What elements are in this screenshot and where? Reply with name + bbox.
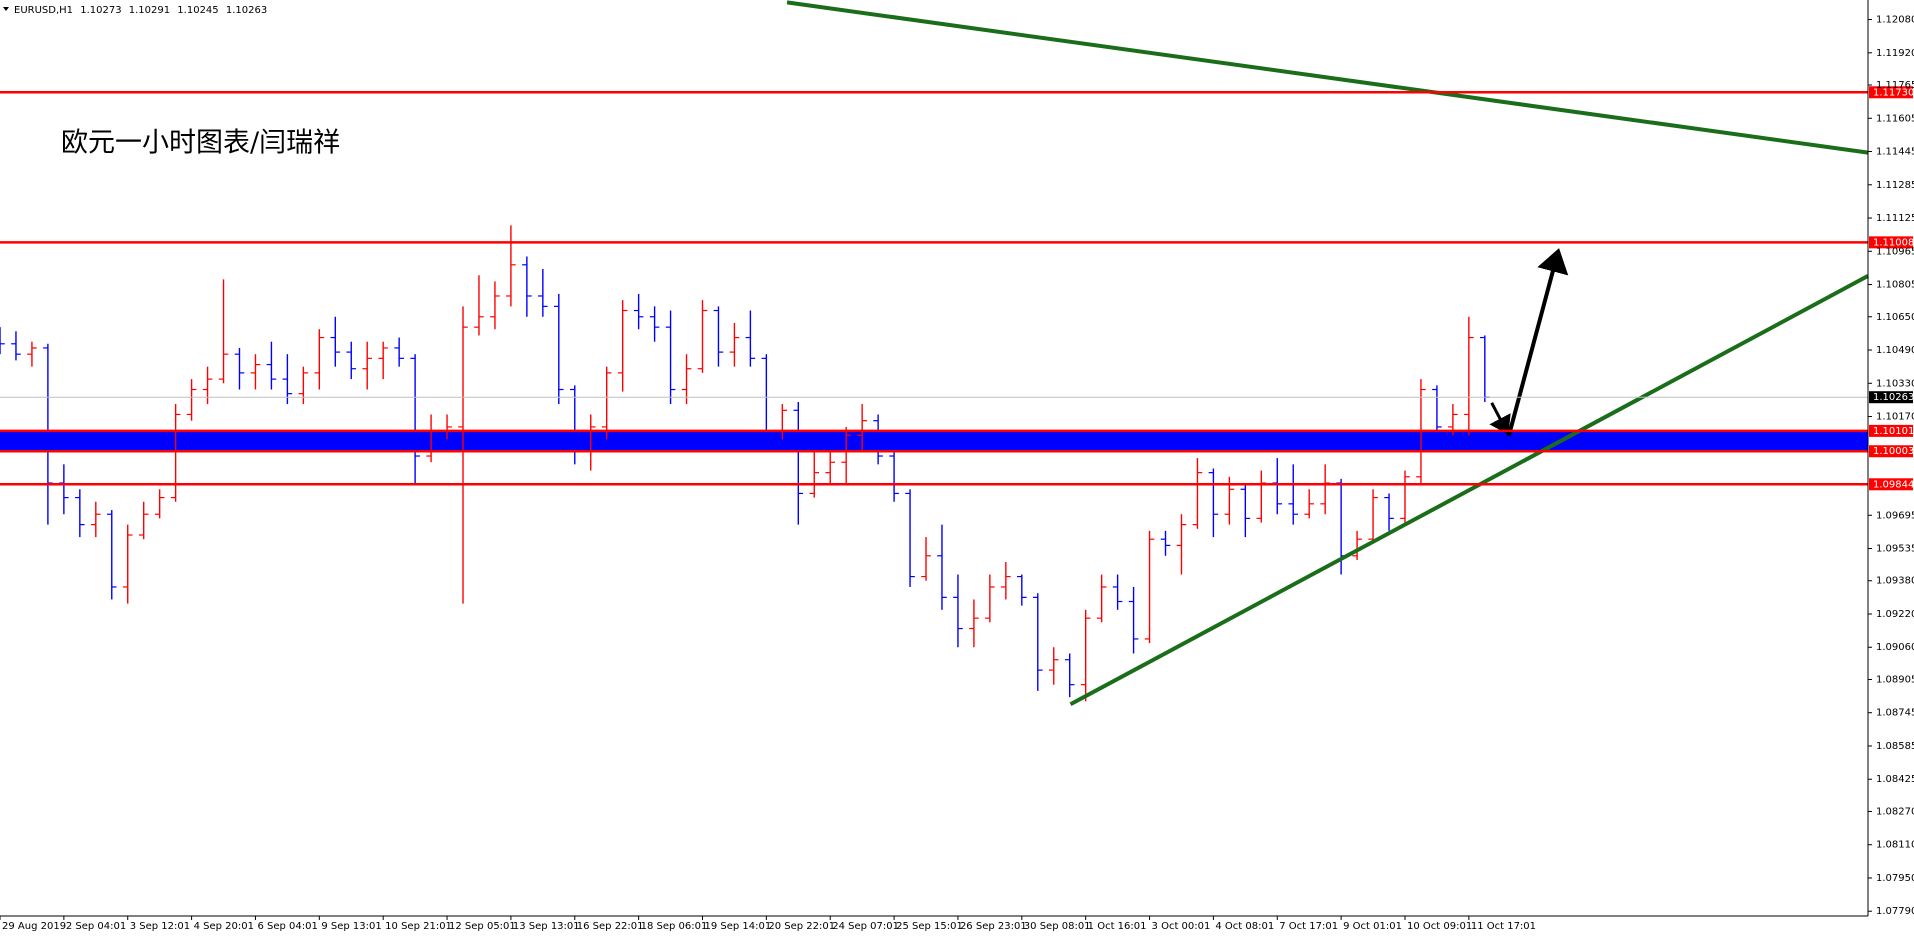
annotation: 欧元一小时图表/闫瑞祥 — [61, 128, 340, 159]
y-tick-label: 1.11285 — [1876, 180, 1914, 191]
y-tick-label: 1.07950 — [1876, 873, 1914, 884]
y-tick-label: 1.09060 — [1876, 642, 1914, 653]
x-tick-label: 4 Oct 08:01 — [1215, 921, 1274, 932]
level-label: 1.09844 — [1873, 479, 1914, 490]
x-tick-label: 7 Oct 17:01 — [1279, 921, 1338, 932]
y-tick-label: 1.10805 — [1876, 280, 1914, 291]
x-tick-label: 16 Sep 22:01 — [577, 921, 644, 932]
arrow — [1489, 402, 1511, 435]
support-zone — [0, 430, 1868, 452]
x-tick-label: 25 Sep 15:01 — [896, 921, 963, 932]
y-tick-label: 1.11920 — [1876, 48, 1914, 59]
x-tick-label: 9 Oct 01:01 — [1343, 921, 1402, 932]
x-tick-label: 10 Sep 21:01 — [385, 921, 452, 932]
level-label: 1.11008 — [1873, 237, 1914, 248]
level-label-bg — [1869, 236, 1913, 249]
x-tick-label: 12 Sep 05:01 — [449, 921, 516, 932]
x-tick-label: 18 Sep 06:01 — [641, 921, 708, 932]
y-tick-label: 1.12080 — [1876, 15, 1914, 26]
y-tick-label: 1.09535 — [1876, 544, 1914, 555]
price-label-bg — [1869, 391, 1913, 404]
symbol: EURUSD,H1 — [14, 5, 73, 16]
x-tick-label: 11 Oct 17:01 — [1471, 921, 1536, 932]
quote-open: 1.10273 — [80, 5, 121, 16]
quote-close: 1.10263 — [226, 5, 267, 16]
x-tick-label: 3 Sep 12:01 — [130, 921, 190, 932]
level-label: 1.11730 — [1873, 87, 1914, 98]
level-label: 1.10003 — [1873, 446, 1914, 457]
header: EURUSD,H1 1.10273 1.10291 1.10245 1.1026… — [14, 5, 267, 16]
y-tick-label: 1.07790 — [1876, 906, 1914, 917]
y-tick-label: 1.09695 — [1876, 510, 1914, 521]
y-tick-label: 1.09380 — [1876, 576, 1914, 587]
x-tick-label: 1 Oct 16:01 — [1088, 921, 1147, 932]
y-tick-label: 1.11445 — [1876, 147, 1914, 158]
x-tick-label: 29 Aug 2019 — [2, 921, 66, 932]
y-tick-label: 1.08745 — [1876, 708, 1914, 719]
y-tick-label: 1.11125 — [1876, 213, 1914, 224]
x-tick-label: 20 Sep 22:01 — [768, 921, 835, 932]
price-label: 1.10263 — [1873, 392, 1914, 403]
overlay-layer: 1.10263 1.11730 1.11008 1.10101 1.10003 1.098… — [0, 86, 1914, 491]
level-label-bg — [1869, 445, 1913, 458]
y-tick-label: 1.08905 — [1876, 674, 1914, 685]
y-tick-label: 1.10650 — [1876, 312, 1914, 323]
x-tick-label: 13 Sep 13:01 — [513, 921, 580, 932]
menu-icon — [3, 7, 9, 11]
y-tick-label: 1.08425 — [1876, 774, 1914, 785]
y-tick-label: 1.10330 — [1876, 378, 1914, 389]
trend-line — [1069, 274, 1869, 707]
y-tick-label: 1.10965 — [1876, 246, 1914, 257]
y-tick-label: 1.08110 — [1876, 840, 1914, 851]
x-tick-label: 4 Sep 20:01 — [194, 921, 254, 932]
x-tick-label: 10 Oct 09:01 — [1407, 921, 1472, 932]
x-tick-label: 19 Sep 14:01 — [704, 921, 771, 932]
y-tick-label: 1.08270 — [1876, 806, 1914, 817]
bars-layer — [0, 225, 1490, 702]
x-tick-label: 26 Sep 23:01 — [960, 921, 1027, 932]
x-tick-label: 30 Sep 08:01 — [1024, 921, 1091, 932]
level-label-bg — [1869, 424, 1913, 437]
x-tick-label: 24 Sep 07:01 — [832, 921, 899, 932]
y-tick-label: 1.10170 — [1876, 412, 1914, 423]
trend-line — [786, 0, 1869, 155]
arrow — [1506, 248, 1569, 437]
x-tick-label: 2 Sep 04:01 — [66, 921, 126, 932]
zone-layer — [0, 430, 1868, 452]
y-tick-label: 1.11765 — [1876, 80, 1914, 91]
y-tick-label: 1.09220 — [1876, 609, 1914, 620]
level-label-bg — [1869, 86, 1913, 99]
x-tick-label: 6 Sep 04:01 — [257, 921, 317, 932]
quote-low: 1.10245 — [177, 5, 218, 16]
level-label: 1.10101 — [1873, 426, 1914, 437]
quote-high: 1.10291 — [129, 5, 170, 16]
x-tick-label: 9 Sep 13:01 — [321, 921, 381, 932]
y-tick-label: 1.10490 — [1876, 345, 1914, 356]
level-label-bg — [1869, 478, 1913, 491]
y-tick-label: 1.11605 — [1876, 113, 1914, 124]
y-tick-label: 1.08585 — [1876, 741, 1914, 752]
x-tick-label: 3 Oct 00:01 — [1152, 921, 1211, 932]
